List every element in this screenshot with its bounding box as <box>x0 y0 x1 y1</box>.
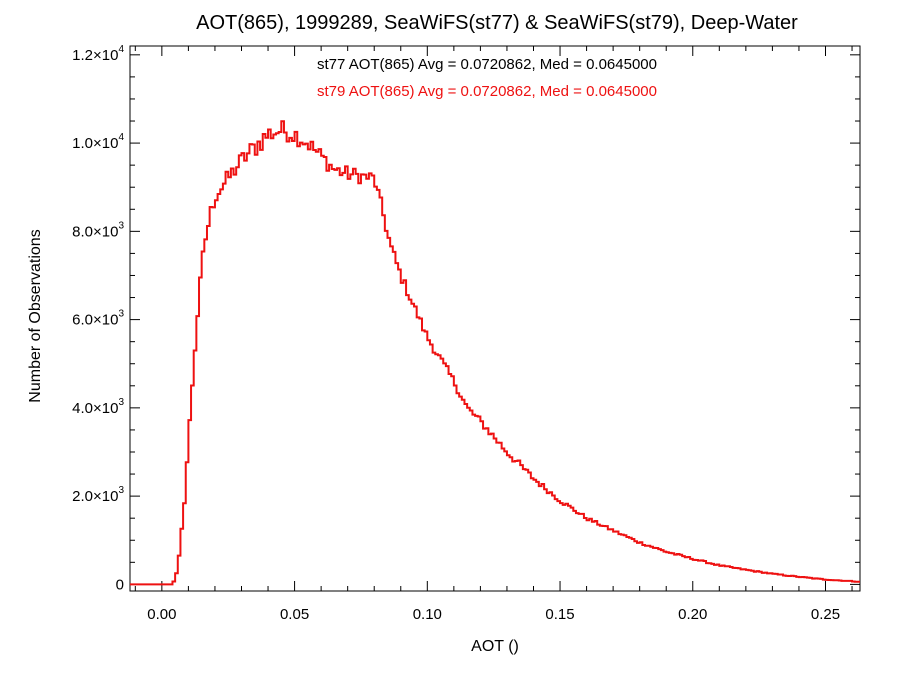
annotation-st79: st79 AOT(865) Avg = 0.0720862, Med = 0.0… <box>317 83 657 100</box>
x-tick-label: 0.15 <box>545 606 574 623</box>
x-tick-label: 0.00 <box>147 606 176 623</box>
y-tick-label: 0 <box>116 576 124 593</box>
x-tick-label: 0.05 <box>280 606 309 623</box>
chart-title: AOT(865), 1999289, SeaWiFS(st77) & SeaWi… <box>196 12 798 34</box>
x-tick-label: 0.25 <box>811 606 840 623</box>
y-tick-label: 2.0×103 <box>72 485 124 505</box>
y-axis-label: Number of Observations <box>27 229 44 402</box>
series-histogram-line <box>130 120 860 586</box>
y-tick-label: 4.0×103 <box>72 397 124 417</box>
x-axis-label: AOT () <box>471 638 519 655</box>
plot-frame <box>129 45 861 592</box>
y-tick-label: 6.0×103 <box>72 309 124 329</box>
x-tick-label: 0.20 <box>678 606 707 623</box>
x-axis-ticks: 0.00 0.05 0.10 0.15 0.20 0.25 <box>134 46 853 623</box>
x-tick-label: 0.10 <box>413 606 442 623</box>
y-tick-label: 1.2×104 <box>72 44 124 64</box>
y-tick-label: 1.0×104 <box>72 132 124 152</box>
annotation-st77: st77 AOT(865) Avg = 0.0720862, Med = 0.0… <box>317 56 657 73</box>
y-tick-label: 8.0×103 <box>72 220 124 240</box>
y-axis-ticks: 0 2.0×103 4.0×103 6.0×103 8.0×103 1.0×104 1.2×… <box>72 44 860 593</box>
